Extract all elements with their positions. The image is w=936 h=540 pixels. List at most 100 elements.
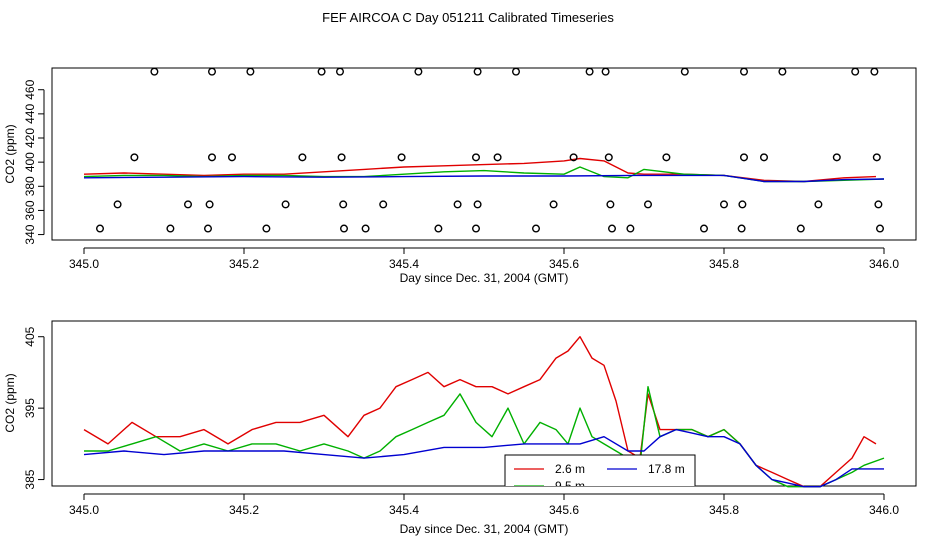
calibration-point [414, 67, 423, 76]
calibration-point [872, 153, 881, 162]
calibration-point [601, 67, 610, 76]
calibration-point [796, 224, 805, 233]
calibration-point [183, 200, 192, 209]
calibration-point [361, 224, 370, 233]
top-y-tick-label: 340 [23, 224, 37, 244]
calibration-point [337, 153, 346, 162]
calibration-point [738, 200, 747, 209]
top-y-tick-label: 380 [23, 176, 37, 196]
calibration-point [207, 67, 216, 76]
top-y-axis-label: CO2 (ppm) [3, 124, 17, 183]
calibration-point [740, 67, 749, 76]
calibration-point [585, 67, 594, 76]
calibration-point [532, 224, 541, 233]
bottom-plot-frame [51, 320, 917, 487]
bottom-series-17-8-mm-line [83, 428, 884, 488]
legend-box [504, 454, 696, 486]
calibration-point [203, 224, 212, 233]
bottom-x-tick-label: 345.6 [549, 503, 579, 517]
calibration-point [720, 200, 729, 209]
calibration-point [606, 200, 615, 209]
calibration-point [778, 67, 787, 76]
calibration-point [379, 200, 388, 209]
top-x-axis-label: Day since Dec. 31, 2004 (GMT) [400, 271, 569, 285]
calibration-point [876, 224, 885, 233]
calibration-point [473, 67, 482, 76]
bottom-y-tick-label: 405 [23, 326, 37, 346]
calibration-point [205, 200, 214, 209]
calibration-point [680, 67, 689, 76]
bottom-x-tick-label: 345.0 [69, 503, 99, 517]
calibration-point [493, 153, 502, 162]
bottom-y-axis-label: CO2 (ppm) [3, 373, 17, 432]
calibration-point [851, 67, 860, 76]
top-y-tick-label: 360 [23, 200, 37, 220]
calibration-point [549, 200, 558, 209]
top-x-tick-label: 345.6 [549, 257, 579, 271]
calibration-point [397, 153, 406, 162]
calibration-point [95, 224, 104, 233]
legend-label-2-6m: 2.6 m [555, 462, 585, 476]
calibration-point [130, 153, 139, 162]
top-x-tick-label: 346.0 [869, 257, 899, 271]
calibration-point [246, 67, 255, 76]
bottom-y-tick-label: 385 [23, 469, 37, 489]
figure-title: FEF AIRCOA C Day 051211 Calibrated Times… [322, 10, 614, 25]
calibration-point [339, 200, 348, 209]
calibration-point [604, 153, 613, 162]
top-x-tick-label: 345.2 [229, 257, 259, 271]
calibration-point [737, 224, 746, 233]
top-x-tick-label: 345.4 [389, 257, 419, 271]
bottom-x-tick-label: 345.4 [389, 503, 419, 517]
calibration-point [113, 200, 122, 209]
calibration-point [150, 67, 159, 76]
calibration-point [626, 224, 635, 233]
calibration-point [870, 67, 879, 76]
top-y-tick-label: 460 [23, 79, 37, 99]
calibration-point [317, 67, 326, 76]
bottom-x-tick-label: 346.0 [869, 503, 899, 517]
calibration-point [874, 200, 883, 209]
calibration-point [662, 153, 671, 162]
calibration-point [298, 153, 307, 162]
calibration-point [472, 153, 481, 162]
calibration-point [281, 200, 290, 209]
calibration-point [608, 224, 617, 233]
calibration-point [227, 153, 236, 162]
calibration-point [453, 200, 462, 209]
top-x-tick-label: 345.8 [709, 257, 739, 271]
bottom-series-2-6-mm-line [83, 336, 877, 488]
bottom-x-tick-label: 345.8 [709, 503, 739, 517]
calibration-point [340, 224, 349, 233]
calibration-point [740, 153, 749, 162]
bottom-panel: 345.0 345.2 345.4 345.6 345.8 346.0385395405 … [3, 320, 917, 536]
calibration-point [832, 153, 841, 162]
calibration-point [166, 224, 175, 233]
calibration-point [434, 224, 443, 233]
legend-label-9-5m: 9.5 m [555, 479, 585, 493]
legend-label-17-8m: 17.8 m [648, 462, 685, 476]
top-y-tick-label: 400 [23, 152, 37, 172]
calibration-point [473, 200, 482, 209]
calibration-point [644, 200, 653, 209]
top-plot-frame [51, 67, 917, 241]
calibration-point [472, 224, 481, 233]
calibration-point [336, 67, 345, 76]
legend: 2.6 m 17.8 m 9.5 m [504, 454, 696, 493]
calibration-point [700, 224, 709, 233]
top-y-tick-label: 440 [23, 104, 37, 124]
top-x-tick-label: 345.0 [69, 257, 99, 271]
bottom-y-tick-label: 395 [23, 398, 37, 418]
bottom-x-axis-label: Day since Dec. 31, 2004 (GMT) [400, 522, 569, 536]
bottom-x-tick-label: 345.2 [229, 503, 259, 517]
calibration-point [814, 200, 823, 209]
calibration-point [760, 153, 769, 162]
calibration-point [569, 153, 578, 162]
top-series-17-8-mm-line [83, 174, 885, 183]
top-y-tick-label: 420 [23, 128, 37, 148]
calibration-point [512, 67, 521, 76]
top-panel: 345.0 345.2 345.4 345.6 345.8 346.0 340 360 380 4… [3, 67, 917, 285]
top-series-2-6-mm-line [83, 157, 877, 183]
calibration-point [207, 153, 216, 162]
